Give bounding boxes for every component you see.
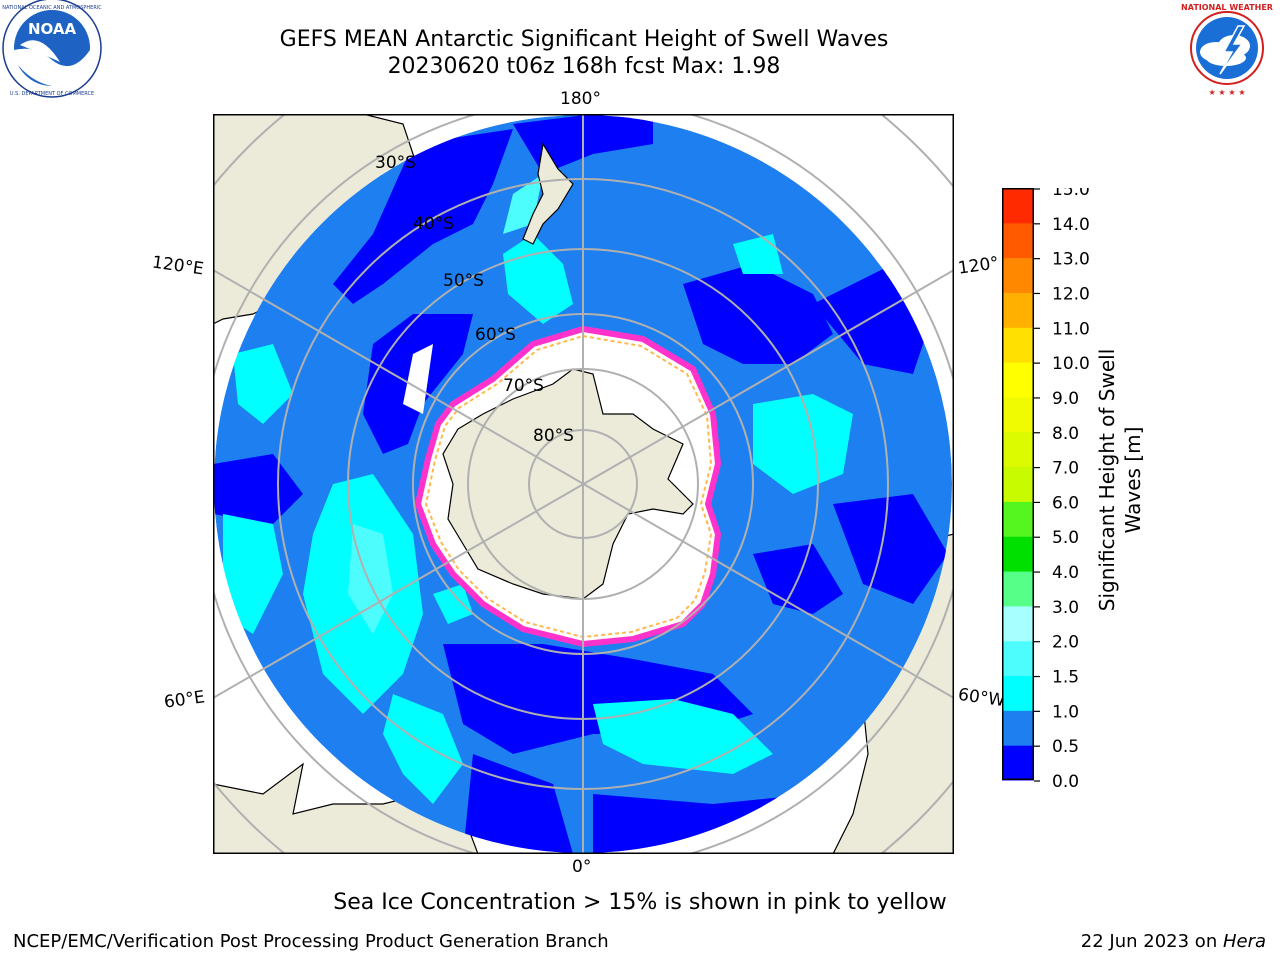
colorbar-bin bbox=[1002, 222, 1034, 259]
colorbar-tick-label: 6.0 bbox=[1052, 493, 1079, 513]
map-subtitle: 20230620 t06z 168h fcst Max: 1.98 bbox=[387, 54, 781, 79]
colorbar-bin bbox=[1002, 257, 1034, 293]
graticule bbox=[213, 114, 954, 854]
colorbar-bin bbox=[1002, 745, 1034, 781]
footer-credit: NCEP/EMC/Verification Post Processing Pr… bbox=[13, 931, 609, 952]
antarctica-land bbox=[442, 368, 694, 600]
footer-date-text: 22 Jun 2023 on bbox=[1080, 931, 1223, 952]
colorbar-label: Significant Height of Swell Waves [m] bbox=[1090, 310, 1150, 650]
colorbar-bin bbox=[1002, 327, 1034, 363]
colorbar-tick-label: 2.0 bbox=[1052, 633, 1079, 653]
map-border bbox=[213, 114, 954, 854]
colorbar-tick-label: 3.0 bbox=[1052, 598, 1079, 618]
lat-label-50s: 50°S bbox=[443, 271, 484, 291]
colorbar-bin bbox=[1002, 396, 1034, 433]
noaa-logo-text: NOAA bbox=[28, 20, 77, 38]
colorbar-tick-label: 0.5 bbox=[1052, 737, 1079, 757]
colorbar-label-line1: Significant Height of Swell bbox=[1095, 349, 1119, 611]
svg-text:NATIONAL OCEANIC AND ATMOSPHER: NATIONAL OCEANIC AND ATMOSPHERIC bbox=[2, 5, 102, 11]
colorbar-bin bbox=[1002, 292, 1034, 328]
nws-logo: NATIONAL WEATHER ★ ★ ★ ★ bbox=[1179, 0, 1275, 97]
sea-ice-caption: Sea Ice Concentration > 15% is shown in … bbox=[333, 890, 947, 915]
colorbar-bin bbox=[1002, 675, 1034, 711]
colorbar-tick-label: 10.0 bbox=[1052, 354, 1090, 374]
colorbar-tick-label: 14.0 bbox=[1052, 215, 1090, 235]
colorbar-tick-label: 9.0 bbox=[1052, 389, 1079, 409]
colorbar-bin bbox=[1002, 571, 1034, 607]
colorbar-tick-label: 0.0 bbox=[1052, 772, 1079, 788]
colorbar-tick-label: 15.0 bbox=[1052, 188, 1090, 200]
lat-label-80s: 80°S bbox=[533, 426, 574, 446]
colorbar-tick-label: 8.0 bbox=[1052, 424, 1079, 444]
colorbar-bin bbox=[1002, 466, 1034, 502]
colorbar-tick-label: 5.0 bbox=[1052, 528, 1079, 548]
colorbar-bin bbox=[1002, 536, 1034, 572]
map-title: GEFS MEAN Antarctic Significant Height o… bbox=[279, 27, 889, 52]
colorbar-tick-label: 11.0 bbox=[1052, 319, 1090, 339]
colorbar-bin bbox=[1002, 431, 1034, 468]
colorbar-tick-label: 13.0 bbox=[1052, 250, 1090, 270]
colorbar-label-line2: Waves [m] bbox=[1121, 427, 1145, 534]
colorbar-bin bbox=[1002, 605, 1034, 642]
footer-host: Hera bbox=[1222, 931, 1266, 952]
svg-text:NATIONAL WEATHER: NATIONAL WEATHER bbox=[1181, 3, 1273, 12]
colorbar-tick-label: 1.5 bbox=[1052, 668, 1079, 688]
colorbar-tick-label: 12.0 bbox=[1052, 284, 1090, 304]
svg-text:U.S. DEPARTMENT OF COMMERCE: U.S. DEPARTMENT OF COMMERCE bbox=[10, 91, 94, 97]
polar-map: 30°S 40°S 50°S 60°S 70°S 80°S bbox=[213, 114, 954, 854]
colorbar-tick-label: 4.0 bbox=[1052, 563, 1079, 583]
colorbar-bin bbox=[1002, 362, 1034, 398]
footer-date: 22 Jun 2023 on Hera bbox=[1081, 931, 1266, 952]
colorbar: 15.0 14.0 13.0 12.0 11.0 10.0 9.0 8.0 7.0 6.0 5.0 4… bbox=[1002, 188, 1090, 788]
svg-text:★ ★ ★ ★: ★ ★ ★ ★ bbox=[1208, 88, 1245, 97]
colorbar-bin bbox=[1002, 188, 1034, 224]
lon-label-180: 180° bbox=[560, 89, 601, 109]
lat-label-60s: 60°S bbox=[475, 325, 516, 345]
lon-label-60e: 60°E bbox=[162, 687, 207, 713]
colorbar-tick-label: 7.0 bbox=[1052, 459, 1079, 479]
lon-label-0: 0° bbox=[572, 857, 592, 877]
africa-land bbox=[213, 762, 479, 854]
colorbar-bin bbox=[1002, 501, 1034, 537]
lat-label-40s: 40°S bbox=[413, 214, 454, 234]
colorbar-bin bbox=[1002, 710, 1034, 746]
lon-label-120e: 120°E bbox=[150, 252, 205, 280]
lon-label-60w: 60°W bbox=[956, 684, 1007, 712]
colorbar-tick-label: 1.0 bbox=[1052, 702, 1079, 722]
lon-label-120w: 120° bbox=[956, 253, 1001, 279]
noaa-logo: NOAA NATIONAL OCEANIC AND ATMOSPHERIC U.… bbox=[2, 0, 102, 98]
lat-label-70s: 70°S bbox=[503, 376, 544, 396]
lat-label-30s: 30°S bbox=[375, 153, 416, 173]
colorbar-bin bbox=[1002, 640, 1034, 677]
